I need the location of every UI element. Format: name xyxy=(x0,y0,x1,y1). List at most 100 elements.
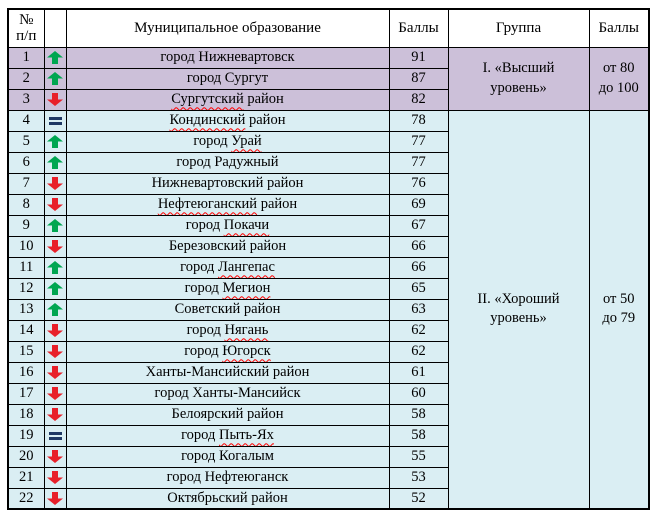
table-row: 5 город Урай 77 xyxy=(7,130,649,153)
rank-number-cell: 11 xyxy=(7,256,45,279)
arrow-down-icon xyxy=(47,93,64,106)
rank-number-cell: 21 xyxy=(7,466,45,489)
equal-sign-icon-bars xyxy=(48,115,62,127)
municipality-name-cell: город Югорск xyxy=(65,340,390,363)
header-cell-trend xyxy=(43,8,67,48)
arrow-up-icon xyxy=(47,72,64,85)
trend-cell xyxy=(43,151,67,174)
trend-cell xyxy=(43,487,67,510)
trend-cell xyxy=(43,109,67,132)
arrow-down-icon xyxy=(47,198,64,211)
arrow-up-icon xyxy=(47,156,64,169)
header-cell-number: № п/п xyxy=(7,8,45,48)
header-cell-score-range: Баллы xyxy=(588,8,650,48)
score-cell: 55 xyxy=(388,445,449,468)
header-cell-municipality: Муниципальное образование xyxy=(65,8,390,48)
table-row: 14 город Нягань 62 xyxy=(7,319,649,342)
equal-sign-icon-bars xyxy=(48,430,62,442)
trend-cell xyxy=(43,445,67,468)
rank-number-cell: 13 xyxy=(7,298,45,321)
misspelled-word: Югорск xyxy=(222,343,271,360)
group-label-line2: уровень» xyxy=(490,79,547,96)
score-cell: 66 xyxy=(388,235,449,258)
rank-number-cell: 8 xyxy=(7,193,45,216)
arrow-up-icon xyxy=(47,135,64,148)
score-cell: 61 xyxy=(388,361,449,384)
header-number-line1: № xyxy=(19,11,34,28)
table-row: 10 Березовский район 66 xyxy=(7,235,649,258)
trend-cell xyxy=(43,193,67,216)
table-row: 15 город Югорск 62 xyxy=(7,340,649,363)
table-row: 19 город Пыть-Ях 58 xyxy=(7,424,649,447)
rank-number-cell: 9 xyxy=(7,214,45,237)
arrow-down-icon xyxy=(47,345,64,358)
municipality-name-text: город xyxy=(184,343,223,360)
municipality-name-text: город Нефтеюганск xyxy=(166,469,289,486)
arrow-down-icon xyxy=(47,240,64,253)
table-row: 12 город Мегион 65 xyxy=(7,277,649,300)
trend-cell xyxy=(43,46,67,69)
arrow-up-icon xyxy=(47,219,64,232)
arrow-up-icon xyxy=(47,282,64,295)
score-cell: 65 xyxy=(388,277,449,300)
arrow-down-icon xyxy=(47,324,64,337)
municipality-name-cell: город Покачи xyxy=(65,214,390,237)
arrow-down-icon xyxy=(47,366,64,379)
score-cell: 87 xyxy=(388,67,449,90)
trend-cell xyxy=(43,256,67,279)
header-row: № п/п Муниципальное образование Баллы Гр… xyxy=(7,8,650,48)
score-cell: 78 xyxy=(388,109,449,132)
score-cell: 67 xyxy=(388,214,449,237)
score-cell: 62 xyxy=(388,319,449,342)
table-row: 18 Белоярский район 58 xyxy=(7,403,649,426)
score-cell: 66 xyxy=(388,256,449,279)
table-row: 2 город Сургут 87 xyxy=(7,67,649,90)
arrow-down-icon xyxy=(47,408,64,421)
trend-cell xyxy=(43,214,67,237)
table-body: 1 город Нижневартовск 91 I. «Высший урове… xyxy=(7,46,650,510)
rank-number-cell: 18 xyxy=(7,403,45,426)
municipality-name-cell: город Урай xyxy=(65,130,390,153)
trend-cell xyxy=(43,298,67,321)
table-row: 17 город Ханты-Мансийск 60 xyxy=(7,382,649,405)
municipal-ranking-table: № п/п Муниципальное образование Баллы Гр… xyxy=(7,8,650,510)
table-row: 22 Октябрьский район 52 xyxy=(7,487,649,510)
trend-cell xyxy=(43,277,67,300)
rank-number-cell: 17 xyxy=(7,382,45,405)
municipality-name-cell: город Ханты-Мансийск xyxy=(65,382,390,405)
rank-number-cell: 20 xyxy=(7,445,45,468)
rank-number-cell: 4 xyxy=(7,109,45,132)
rank-number-cell: 6 xyxy=(7,151,45,174)
trend-cell xyxy=(43,130,67,153)
trend-cell xyxy=(43,340,67,363)
rank-number-cell: 12 xyxy=(7,277,45,300)
group-label-cell: I. «Высший уровень» xyxy=(447,46,590,111)
municipality-name-cell: Нефтеюганский район xyxy=(65,193,390,216)
municipality-name-text: район xyxy=(245,112,286,129)
municipality-name-text: город xyxy=(186,322,225,339)
arrow-down-icon xyxy=(47,387,64,400)
table-row: 16 Ханты-Мансийский район 61 xyxy=(7,361,649,384)
municipality-name-text: Нижневартовский район xyxy=(151,175,304,192)
rank-number-cell: 15 xyxy=(7,340,45,363)
municipality-name-text: город xyxy=(185,217,224,234)
trend-cell xyxy=(43,466,67,489)
misspelled-word: Нягань xyxy=(224,322,269,339)
municipality-name-cell: Октябрьский район xyxy=(65,487,390,510)
score-cell: 91 xyxy=(388,46,449,69)
rank-number-cell: 1 xyxy=(7,46,45,69)
score-cell: 52 xyxy=(388,487,449,510)
score-cell: 76 xyxy=(388,172,449,195)
table-header: № п/п Муниципальное образование Баллы Гр… xyxy=(7,8,650,48)
arrow-down-icon xyxy=(47,471,64,484)
municipality-name-cell: Нижневартовский район xyxy=(65,172,390,195)
rank-number-cell: 5 xyxy=(7,130,45,153)
table-row: 1 город Нижневартовск 91 I. «Высший урове… xyxy=(7,46,650,111)
municipality-name-text: город Сургут xyxy=(186,70,269,87)
group-score-range-cell: от 80 до 100 xyxy=(588,46,650,111)
municipality-name-cell: город Нягань xyxy=(65,319,390,342)
rank-number-cell: 14 xyxy=(7,319,45,342)
rank-number-cell: 2 xyxy=(7,67,45,90)
municipality-name-cell: город Нефтеюганск xyxy=(65,466,390,489)
